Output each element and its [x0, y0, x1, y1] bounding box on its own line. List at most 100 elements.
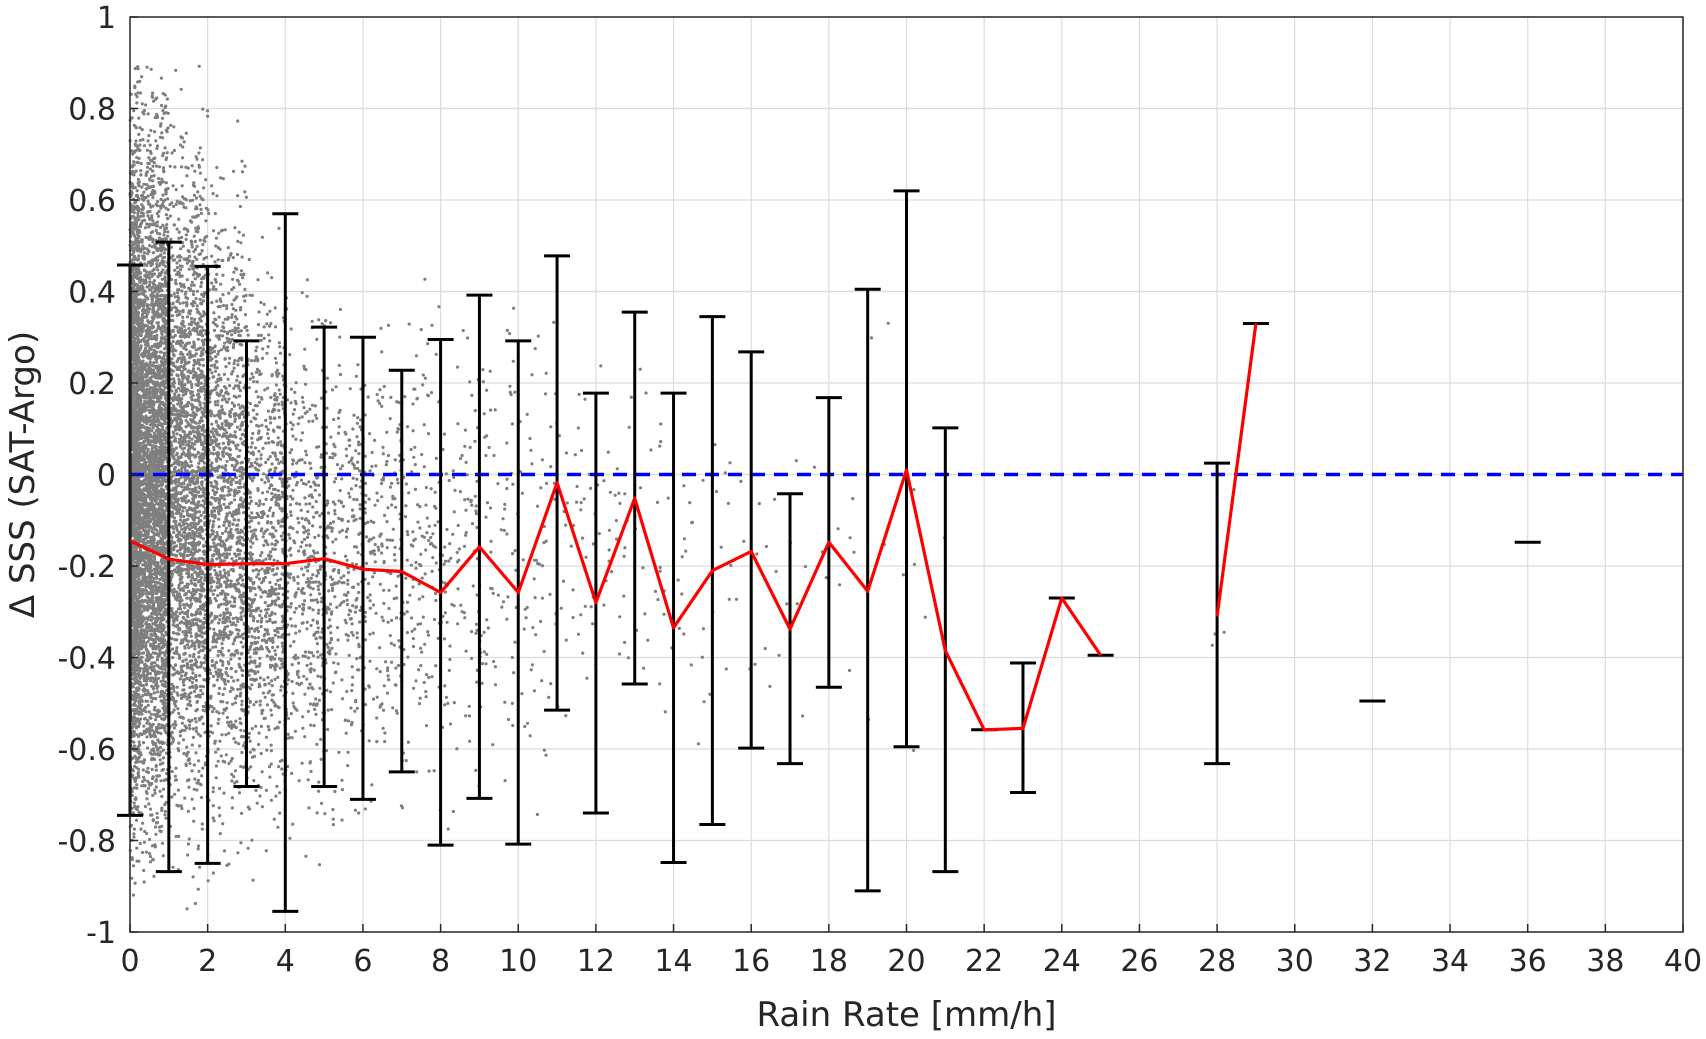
- scatter-point: [142, 741, 145, 744]
- scatter-point: [132, 552, 135, 555]
- scatter-point: [134, 395, 137, 398]
- scatter-point: [131, 377, 134, 380]
- scatter-point: [141, 128, 144, 131]
- scatter-point: [166, 126, 169, 129]
- scatter-point: [149, 443, 152, 446]
- scatter-point: [133, 695, 136, 698]
- scatter-point: [132, 280, 135, 283]
- scatter-point: [140, 238, 143, 241]
- scatter-point: [135, 161, 138, 164]
- scatter-point: [145, 187, 148, 190]
- scatter-point: [149, 717, 152, 720]
- scatter-point: [133, 805, 136, 808]
- scatter-point: [148, 162, 151, 165]
- scatter-point: [136, 95, 139, 98]
- scatter-point: [136, 194, 139, 197]
- scatter-point: [160, 809, 163, 812]
- scatter-point: [164, 685, 167, 688]
- scatter-point: [134, 186, 137, 189]
- scatter-point: [156, 275, 159, 278]
- scatter-point: [136, 457, 139, 460]
- scatter-point: [162, 756, 165, 759]
- scatter-point: [133, 151, 136, 154]
- scatter-point: [131, 357, 134, 360]
- scatter-point: [149, 152, 152, 155]
- scatter-point: [159, 732, 162, 735]
- scatter-point: [141, 286, 144, 289]
- scatter-point: [153, 157, 156, 160]
- scatter-point: [131, 230, 134, 233]
- scatter-point: [152, 361, 155, 364]
- scatter-point: [162, 92, 165, 95]
- scatter-point: [132, 354, 135, 357]
- scatter-point: [148, 733, 151, 736]
- scatter-point: [135, 669, 138, 672]
- scatter-point: [154, 633, 157, 636]
- scatter-point: [136, 598, 139, 601]
- scatter-point: [151, 96, 154, 99]
- scatter-point: [145, 735, 148, 738]
- scatter-point: [133, 325, 136, 328]
- scatter-point: [162, 749, 165, 752]
- scatter-point: [138, 143, 141, 146]
- scatter-point: [140, 319, 143, 322]
- scatter-point: [162, 152, 165, 155]
- scatter-point: [133, 217, 136, 220]
- scatter-point: [146, 541, 149, 544]
- scatter-point: [164, 522, 167, 525]
- scatter-point: [147, 261, 150, 264]
- scatter-point: [164, 668, 167, 671]
- scatter-point: [138, 743, 141, 746]
- scatter-point: [152, 603, 155, 606]
- scatter-point: [149, 397, 152, 400]
- scatter-point: [162, 566, 165, 569]
- scatter-point: [133, 828, 136, 831]
- scatter-point: [143, 687, 146, 690]
- scatter-point: [159, 283, 162, 286]
- scatter-point: [155, 726, 158, 729]
- scatter-point: [161, 489, 164, 492]
- scatter-point: [132, 835, 135, 838]
- scatter-point: [137, 184, 140, 187]
- scatter-point: [139, 399, 142, 402]
- scatter-point: [139, 842, 142, 845]
- scatter-point: [164, 817, 167, 820]
- scatter-point: [135, 610, 138, 613]
- scatter-point: [149, 144, 152, 147]
- scatter-point: [160, 312, 163, 315]
- scatter-point: [147, 112, 150, 115]
- scatter-point: [132, 894, 135, 897]
- scatter-point: [155, 780, 158, 783]
- scatter-point: [135, 680, 138, 683]
- scatter-point: [152, 609, 155, 612]
- scatter-point: [134, 574, 137, 577]
- scatter-point: [137, 208, 140, 211]
- scatter-point: [136, 189, 139, 192]
- scatter-point: [160, 691, 163, 694]
- scatter-point: [140, 334, 143, 337]
- scatter-point: [157, 747, 160, 750]
- scatter-point: [149, 644, 152, 647]
- scatter-point: [151, 386, 154, 389]
- scatter-point: [133, 201, 136, 204]
- scatter-point: [156, 821, 159, 824]
- scatter-point: [158, 315, 161, 318]
- scatter-point: [149, 487, 152, 490]
- scatter-point: [137, 218, 140, 221]
- scatter-point: [165, 650, 168, 653]
- scatter-point: [155, 682, 158, 685]
- scatter-point: [150, 175, 153, 178]
- scatter-point: [147, 330, 150, 333]
- scatter-point: [163, 317, 166, 320]
- scatter-point: [133, 519, 136, 522]
- scatter-point: [135, 359, 138, 362]
- scatter-point: [144, 103, 147, 106]
- scatter-point: [133, 450, 136, 453]
- scatter-point: [147, 333, 150, 336]
- scatter-point: [144, 280, 147, 283]
- scatter-point: [162, 635, 165, 638]
- scatter-point: [132, 109, 135, 112]
- scatter-point: [146, 139, 149, 142]
- scatter-point: [166, 230, 169, 233]
- scatter-point: [153, 843, 156, 846]
